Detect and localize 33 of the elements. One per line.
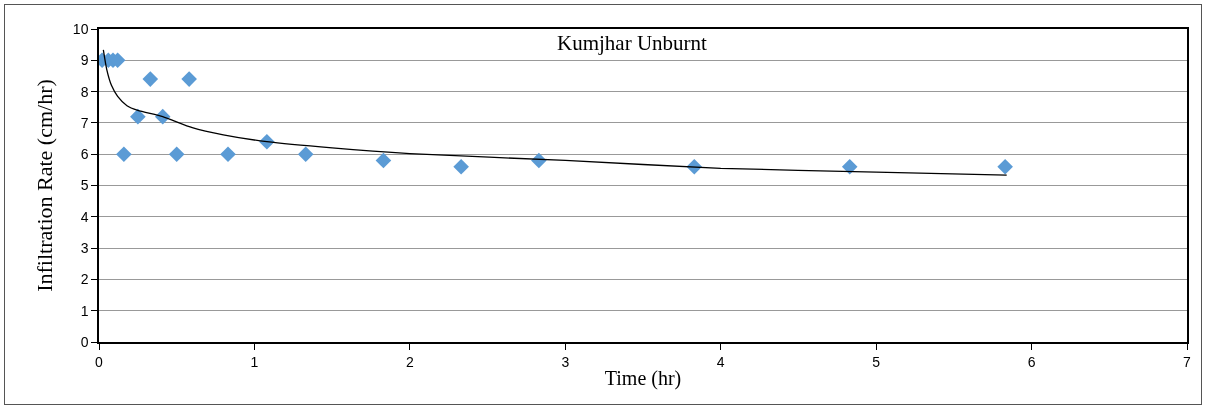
- point: [116, 146, 132, 162]
- y-tick-label: 0: [80, 333, 89, 350]
- y-axis-title: Infiltration Rate (cm/hr): [32, 79, 58, 292]
- x-tick-label: 3: [561, 353, 570, 370]
- point: [297, 146, 314, 162]
- x-tick-label: 1: [250, 353, 259, 370]
- y-tick-label: 10: [72, 20, 89, 37]
- y-tick-label: 1: [80, 302, 89, 319]
- y-tick-label: 9: [80, 52, 89, 69]
- y-tick-label: 4: [80, 208, 89, 225]
- point: [375, 152, 392, 169]
- chart-title: Kumjhar Unburnt: [557, 31, 708, 55]
- x-axis-title: Time (hr): [604, 366, 682, 390]
- point: [142, 71, 159, 87]
- y-tick-label: 7: [80, 114, 89, 131]
- point: [220, 146, 236, 162]
- x-tick-label: 4: [716, 353, 725, 370]
- point: [130, 108, 146, 125]
- point: [168, 146, 185, 162]
- y-tick-label: 5: [80, 177, 89, 194]
- point: [453, 158, 469, 175]
- point: [841, 158, 858, 175]
- x-tick-label: 2: [405, 353, 414, 370]
- x-tick-label: 7: [1183, 353, 1192, 370]
- point: [997, 158, 1013, 175]
- x-tick-label: 6: [1027, 353, 1036, 370]
- y-tick-label: 8: [80, 83, 89, 100]
- x-tick-label: 5: [872, 353, 881, 370]
- x-tick-label: 0: [95, 353, 104, 370]
- point: [181, 71, 197, 87]
- y-tick-label: 6: [80, 146, 89, 163]
- y-tick-label: 2: [80, 271, 89, 288]
- y-tick-label: 3: [80, 240, 89, 256]
